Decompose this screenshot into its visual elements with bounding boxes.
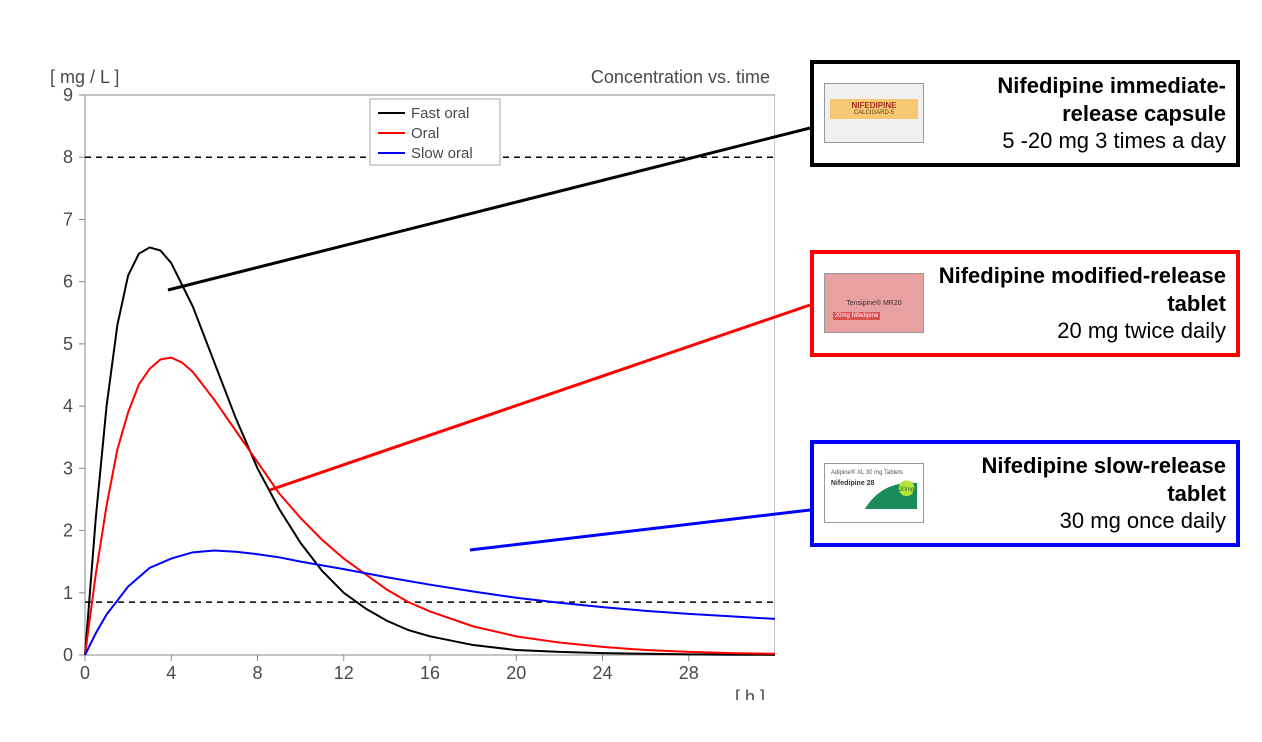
svg-text:Oral: Oral (411, 125, 439, 142)
svg-text:Fast oral: Fast oral (411, 105, 469, 122)
svg-text:16: 16 (420, 663, 440, 683)
info-box-oral: Tensipine® MR20 20mg Nifedipine Nifedipi… (810, 250, 1240, 357)
chart-svg: 01234567890481216202428[ mg / L ][ h ]Co… (25, 60, 775, 700)
svg-text:2: 2 (63, 521, 73, 541)
svg-text:[ h ]: [ h ] (735, 687, 765, 700)
svg-text:12: 12 (334, 663, 354, 683)
svg-text:5: 5 (63, 334, 73, 354)
svg-text:[ mg / L ]: [ mg / L ] (50, 67, 119, 87)
info-title: Nifedipine immediate-release capsule (936, 72, 1226, 127)
svg-text:9: 9 (63, 85, 73, 105)
svg-text:24: 24 (592, 663, 612, 683)
svg-text:0: 0 (80, 663, 90, 683)
info-box-fast-oral: NIFEDIPINE CALCIGARD-5 Nifedipine immedi… (810, 60, 1240, 167)
info-title: Nifedipine modified-release tablet (936, 262, 1226, 317)
info-title: Nifedipine slow-release tablet (936, 452, 1226, 507)
thumb-sub: 20mg Nifedipine (833, 312, 880, 320)
svg-text:6: 6 (63, 272, 73, 292)
info-dose: 30 mg once daily (936, 507, 1226, 535)
svg-text:1: 1 (63, 583, 73, 603)
thumb-sub: CALCIGARD-5 (854, 110, 894, 116)
info-text-oral: Nifedipine modified-release tablet 20 mg… (936, 262, 1226, 345)
thumb-label: Tensipine® MR20 (846, 300, 901, 307)
svg-text:3: 3 (63, 458, 73, 478)
svg-text:0: 0 (63, 645, 73, 665)
info-box-slow-oral: Adipine® XL 30 mg Tablets Nifedipine 28 … (810, 440, 1240, 547)
svg-text:8: 8 (63, 147, 73, 167)
svg-text:20: 20 (506, 663, 526, 683)
svg-text:Concentration vs. time: Concentration vs. time (591, 67, 770, 87)
svg-text:28: 28 (679, 663, 699, 683)
product-thumb-slow: Adipine® XL 30 mg Tablets Nifedipine 28 … (824, 463, 924, 523)
product-thumb-oral: Tensipine® MR20 20mg Nifedipine (824, 273, 924, 333)
product-thumb-fast: NIFEDIPINE CALCIGARD-5 (824, 83, 924, 143)
thumb-label: NIFEDIPINE (852, 101, 897, 110)
svg-text:4: 4 (63, 396, 73, 416)
svg-text:8: 8 (252, 663, 262, 683)
figure-root: 01234567890481216202428[ mg / L ][ h ]Co… (0, 0, 1262, 742)
info-text-slow: Nifedipine slow-release tablet 30 mg onc… (936, 452, 1226, 535)
svg-text:7: 7 (63, 209, 73, 229)
info-dose: 5 -20 mg 3 times a day (936, 127, 1226, 155)
info-dose: 20 mg twice daily (936, 317, 1226, 345)
svg-text:Slow oral: Slow oral (411, 145, 473, 162)
svg-text:4: 4 (166, 663, 176, 683)
chart-area: 01234567890481216202428[ mg / L ][ h ]Co… (25, 60, 775, 700)
info-text-fast: Nifedipine immediate-release capsule 5 -… (936, 72, 1226, 155)
svg-text:30mg: 30mg (899, 486, 914, 493)
